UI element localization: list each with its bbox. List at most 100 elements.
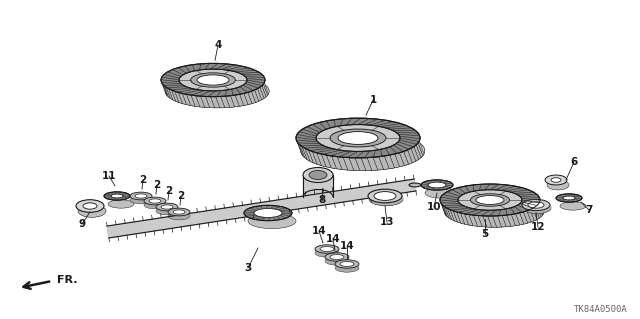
Text: 7: 7 bbox=[586, 205, 593, 215]
Polygon shape bbox=[179, 93, 186, 105]
Polygon shape bbox=[453, 211, 461, 223]
Polygon shape bbox=[511, 214, 520, 226]
Polygon shape bbox=[399, 152, 408, 166]
Ellipse shape bbox=[76, 200, 104, 212]
Polygon shape bbox=[166, 87, 173, 100]
Text: 6: 6 bbox=[570, 157, 578, 167]
Polygon shape bbox=[205, 96, 214, 108]
Ellipse shape bbox=[315, 245, 339, 253]
Ellipse shape bbox=[330, 255, 344, 259]
Text: 12: 12 bbox=[531, 222, 545, 232]
Ellipse shape bbox=[470, 194, 509, 206]
Polygon shape bbox=[473, 215, 482, 227]
Ellipse shape bbox=[528, 202, 544, 208]
Polygon shape bbox=[255, 89, 262, 101]
Text: 3: 3 bbox=[244, 263, 252, 273]
Polygon shape bbox=[107, 179, 416, 238]
Ellipse shape bbox=[330, 129, 386, 147]
Ellipse shape bbox=[168, 208, 190, 216]
Polygon shape bbox=[516, 213, 524, 225]
Polygon shape bbox=[211, 97, 220, 108]
Text: 9: 9 bbox=[79, 219, 86, 229]
Text: 2: 2 bbox=[165, 186, 173, 196]
Text: 2: 2 bbox=[177, 191, 184, 201]
Polygon shape bbox=[373, 157, 383, 170]
Polygon shape bbox=[483, 216, 492, 227]
Ellipse shape bbox=[165, 75, 269, 108]
Polygon shape bbox=[404, 150, 412, 164]
Polygon shape bbox=[172, 90, 179, 102]
Polygon shape bbox=[252, 90, 259, 102]
Ellipse shape bbox=[179, 69, 247, 91]
Polygon shape bbox=[488, 216, 497, 227]
Polygon shape bbox=[244, 93, 252, 105]
Ellipse shape bbox=[335, 260, 359, 268]
Polygon shape bbox=[416, 143, 423, 158]
Text: TK84A0500A: TK84A0500A bbox=[574, 305, 628, 314]
Polygon shape bbox=[308, 150, 317, 164]
Polygon shape bbox=[305, 148, 313, 163]
Ellipse shape bbox=[168, 212, 190, 220]
Ellipse shape bbox=[83, 203, 97, 209]
Polygon shape bbox=[468, 214, 477, 226]
Ellipse shape bbox=[316, 124, 400, 152]
Polygon shape bbox=[527, 210, 534, 222]
Polygon shape bbox=[418, 141, 424, 156]
Polygon shape bbox=[368, 196, 403, 199]
Ellipse shape bbox=[369, 192, 403, 206]
Polygon shape bbox=[298, 143, 305, 158]
Ellipse shape bbox=[522, 199, 550, 211]
Text: 4: 4 bbox=[214, 41, 221, 50]
Polygon shape bbox=[535, 205, 541, 218]
Polygon shape bbox=[520, 212, 527, 224]
Ellipse shape bbox=[303, 167, 333, 182]
Polygon shape bbox=[326, 155, 337, 169]
Polygon shape bbox=[175, 91, 182, 104]
Ellipse shape bbox=[421, 180, 453, 190]
Polygon shape bbox=[225, 96, 235, 108]
Polygon shape bbox=[263, 83, 269, 95]
Polygon shape bbox=[537, 204, 543, 217]
Ellipse shape bbox=[149, 199, 161, 203]
Polygon shape bbox=[497, 216, 506, 227]
Ellipse shape bbox=[156, 207, 178, 215]
Ellipse shape bbox=[425, 188, 457, 198]
Text: 1: 1 bbox=[369, 95, 376, 105]
Ellipse shape bbox=[173, 210, 185, 214]
Polygon shape bbox=[367, 157, 378, 170]
Polygon shape bbox=[390, 154, 399, 168]
Polygon shape bbox=[332, 156, 342, 169]
Polygon shape bbox=[168, 89, 175, 101]
Polygon shape bbox=[343, 157, 354, 170]
Polygon shape bbox=[530, 208, 537, 221]
Ellipse shape bbox=[563, 196, 575, 200]
Ellipse shape bbox=[161, 63, 265, 97]
Polygon shape bbox=[502, 215, 511, 227]
Text: FR.: FR. bbox=[57, 275, 77, 285]
Ellipse shape bbox=[440, 184, 540, 216]
Ellipse shape bbox=[320, 247, 334, 251]
Text: 8: 8 bbox=[318, 195, 326, 205]
Polygon shape bbox=[355, 158, 366, 171]
Ellipse shape bbox=[444, 195, 544, 227]
Polygon shape bbox=[361, 158, 372, 171]
Ellipse shape bbox=[340, 262, 354, 266]
Polygon shape bbox=[200, 96, 210, 108]
Polygon shape bbox=[385, 155, 394, 169]
Polygon shape bbox=[532, 207, 540, 219]
Ellipse shape bbox=[409, 183, 421, 187]
Ellipse shape bbox=[560, 202, 586, 210]
Ellipse shape bbox=[476, 196, 504, 204]
Polygon shape bbox=[260, 86, 266, 99]
Polygon shape bbox=[230, 95, 239, 107]
Polygon shape bbox=[443, 205, 449, 218]
Polygon shape bbox=[445, 207, 451, 219]
Ellipse shape bbox=[547, 180, 569, 190]
Polygon shape bbox=[163, 84, 168, 97]
Polygon shape bbox=[414, 145, 421, 160]
Text: 5: 5 bbox=[481, 229, 488, 239]
Text: 14: 14 bbox=[312, 226, 326, 236]
Ellipse shape bbox=[374, 192, 396, 200]
Ellipse shape bbox=[135, 194, 147, 198]
Polygon shape bbox=[465, 214, 473, 226]
